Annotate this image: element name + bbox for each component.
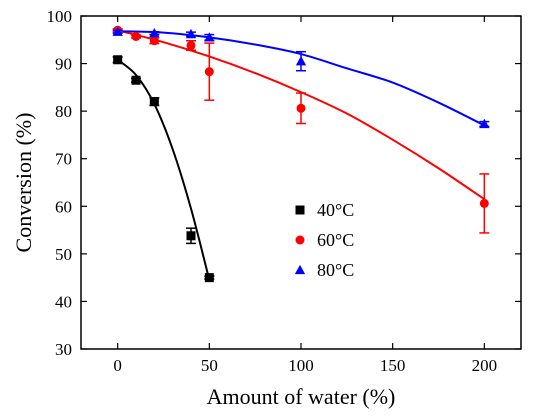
x-tick-label: 150 bbox=[380, 356, 406, 375]
data-point-series-0 bbox=[149, 97, 159, 107]
data-point-series-2 bbox=[479, 118, 490, 129]
y-axis-title: Conversion (%) bbox=[11, 113, 36, 253]
y-tick-label: 50 bbox=[55, 245, 72, 264]
fit-curve-series-1 bbox=[117, 29, 485, 200]
data-point-series-2 bbox=[112, 26, 123, 36]
data-point-series-0 bbox=[131, 75, 141, 85]
y-tick-label: 100 bbox=[47, 7, 73, 26]
y-tick-label: 60 bbox=[55, 197, 72, 216]
y-tick-label: 30 bbox=[55, 340, 72, 359]
data-point-series-1 bbox=[204, 67, 214, 77]
data-point-series-1 bbox=[296, 103, 306, 113]
data-point-series-1 bbox=[479, 198, 489, 208]
data-point-series-2 bbox=[204, 32, 215, 42]
data-point-series-0 bbox=[186, 231, 196, 241]
legend-label-series-2: 80°C bbox=[317, 260, 354, 280]
x-tick-label: 0 bbox=[113, 356, 122, 375]
fit-curve-series-0 bbox=[117, 58, 211, 281]
legend: 40°C 60°C 80°C bbox=[294, 200, 354, 280]
y-tick-label: 40 bbox=[55, 292, 72, 311]
x-tick-label: 100 bbox=[288, 356, 314, 375]
legend-marker-series-0 bbox=[295, 205, 305, 215]
y-tick-label: 80 bbox=[55, 102, 72, 121]
data-point-series-2 bbox=[149, 27, 160, 38]
y-tick-label: 70 bbox=[55, 150, 72, 169]
legend-marker-series-2 bbox=[294, 264, 306, 275]
y-tick-label: 90 bbox=[55, 55, 72, 74]
x-tick-label: 50 bbox=[201, 356, 218, 375]
x-tick-label: 200 bbox=[472, 356, 498, 375]
data-point-series-2 bbox=[185, 28, 197, 39]
data-point-series-1 bbox=[131, 31, 141, 41]
data-points bbox=[112, 25, 490, 283]
legend-marker-series-1 bbox=[295, 235, 305, 245]
legend-label-series-0: 40°C bbox=[317, 200, 354, 220]
data-point-series-1 bbox=[186, 40, 196, 50]
x-axis-title: Amount of water (%) bbox=[207, 384, 396, 409]
data-point-series-0 bbox=[204, 273, 214, 283]
data-point-series-2 bbox=[295, 56, 307, 66]
axes: 0 50 100 150 200 30 40 50 60 70 80 90 100 bbox=[47, 7, 522, 375]
data-point-series-0 bbox=[113, 55, 123, 65]
legend-label-series-1: 60°C bbox=[317, 230, 354, 250]
data-point-series-1 bbox=[149, 36, 159, 46]
